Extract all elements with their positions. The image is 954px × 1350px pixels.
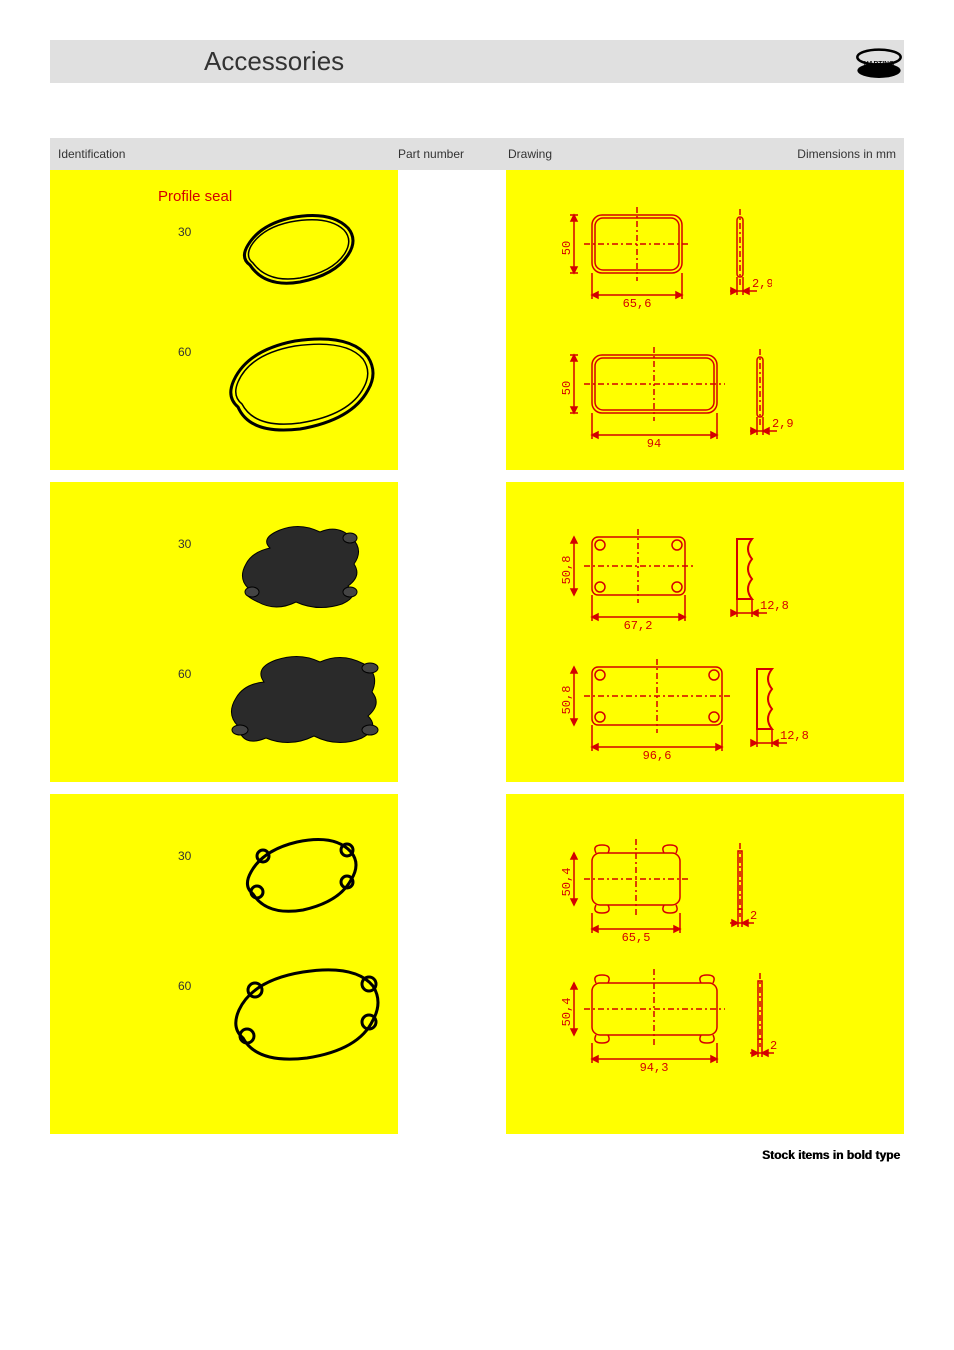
- drawing-flat-30: 50,4 65,5 2: [552, 839, 802, 954]
- svg-text:2: 2: [750, 909, 757, 923]
- drawing-wave-60: 50,8 96,6 12,8: [552, 657, 822, 772]
- title-bar: Accessories: [50, 40, 904, 83]
- svg-text:94,3: 94,3: [640, 1061, 669, 1075]
- svg-text:50,8: 50,8: [560, 556, 574, 585]
- size-label: 60: [178, 667, 191, 681]
- product-image-flat-30: [235, 834, 365, 929]
- product-image-wave-30: [230, 520, 370, 620]
- svg-text:65,6: 65,6: [623, 297, 652, 311]
- svg-text:50: 50: [560, 241, 574, 255]
- size-label: 60: [178, 345, 191, 359]
- svg-text:HARTING: HARTING: [864, 61, 894, 68]
- size-label: 60: [178, 979, 191, 993]
- svg-text:94: 94: [647, 437, 661, 451]
- svg-text:50,4: 50,4: [560, 998, 574, 1027]
- size-label: 30: [178, 849, 191, 863]
- svg-text:2: 2: [770, 1039, 777, 1053]
- size-label: 30: [178, 225, 191, 239]
- page-title: Accessories: [204, 46, 890, 77]
- product-image-seal-30: [230, 210, 360, 295]
- svg-text:2,9: 2,9: [752, 277, 772, 291]
- header-dimensions: Dimensions in mm: [550, 138, 904, 170]
- svg-text:50,4: 50,4: [560, 868, 574, 897]
- size-label: 30: [178, 537, 191, 551]
- column-header-row: Identification Part number Drawing Dimen…: [50, 138, 904, 170]
- svg-text:50,8: 50,8: [560, 686, 574, 715]
- svg-text:12,8: 12,8: [780, 729, 809, 743]
- header-drawing: Drawing: [500, 138, 550, 170]
- product-image-wave-60: [220, 652, 390, 757]
- svg-text:2,9: 2,9: [772, 417, 794, 431]
- svg-text:96,6: 96,6: [643, 749, 672, 763]
- footer-note: Stock items in bold type: [50, 1148, 904, 1162]
- header-part-number: Part number: [390, 138, 500, 170]
- svg-text:65,5: 65,5: [622, 931, 651, 945]
- drawing-seal-30: 50 65,6 2,9: [552, 205, 772, 320]
- svg-text:12,8: 12,8: [760, 599, 789, 613]
- brand-logo: HARTING: [854, 48, 904, 78]
- svg-text:67,2: 67,2: [624, 619, 653, 633]
- drawing-seal-60: 50 94 2,9: [552, 345, 802, 460]
- product-image-seal-60: [220, 335, 380, 440]
- product-image-flat-60: [225, 966, 385, 1071]
- section-title: Profile seal: [158, 188, 232, 205]
- drawing-flat-60: 50,4 94,3 2: [552, 969, 822, 1084]
- header-identification: Identification: [50, 138, 390, 170]
- svg-text:50: 50: [560, 381, 574, 395]
- drawing-wave-30: 50,8 67,2 12,8: [552, 527, 802, 642]
